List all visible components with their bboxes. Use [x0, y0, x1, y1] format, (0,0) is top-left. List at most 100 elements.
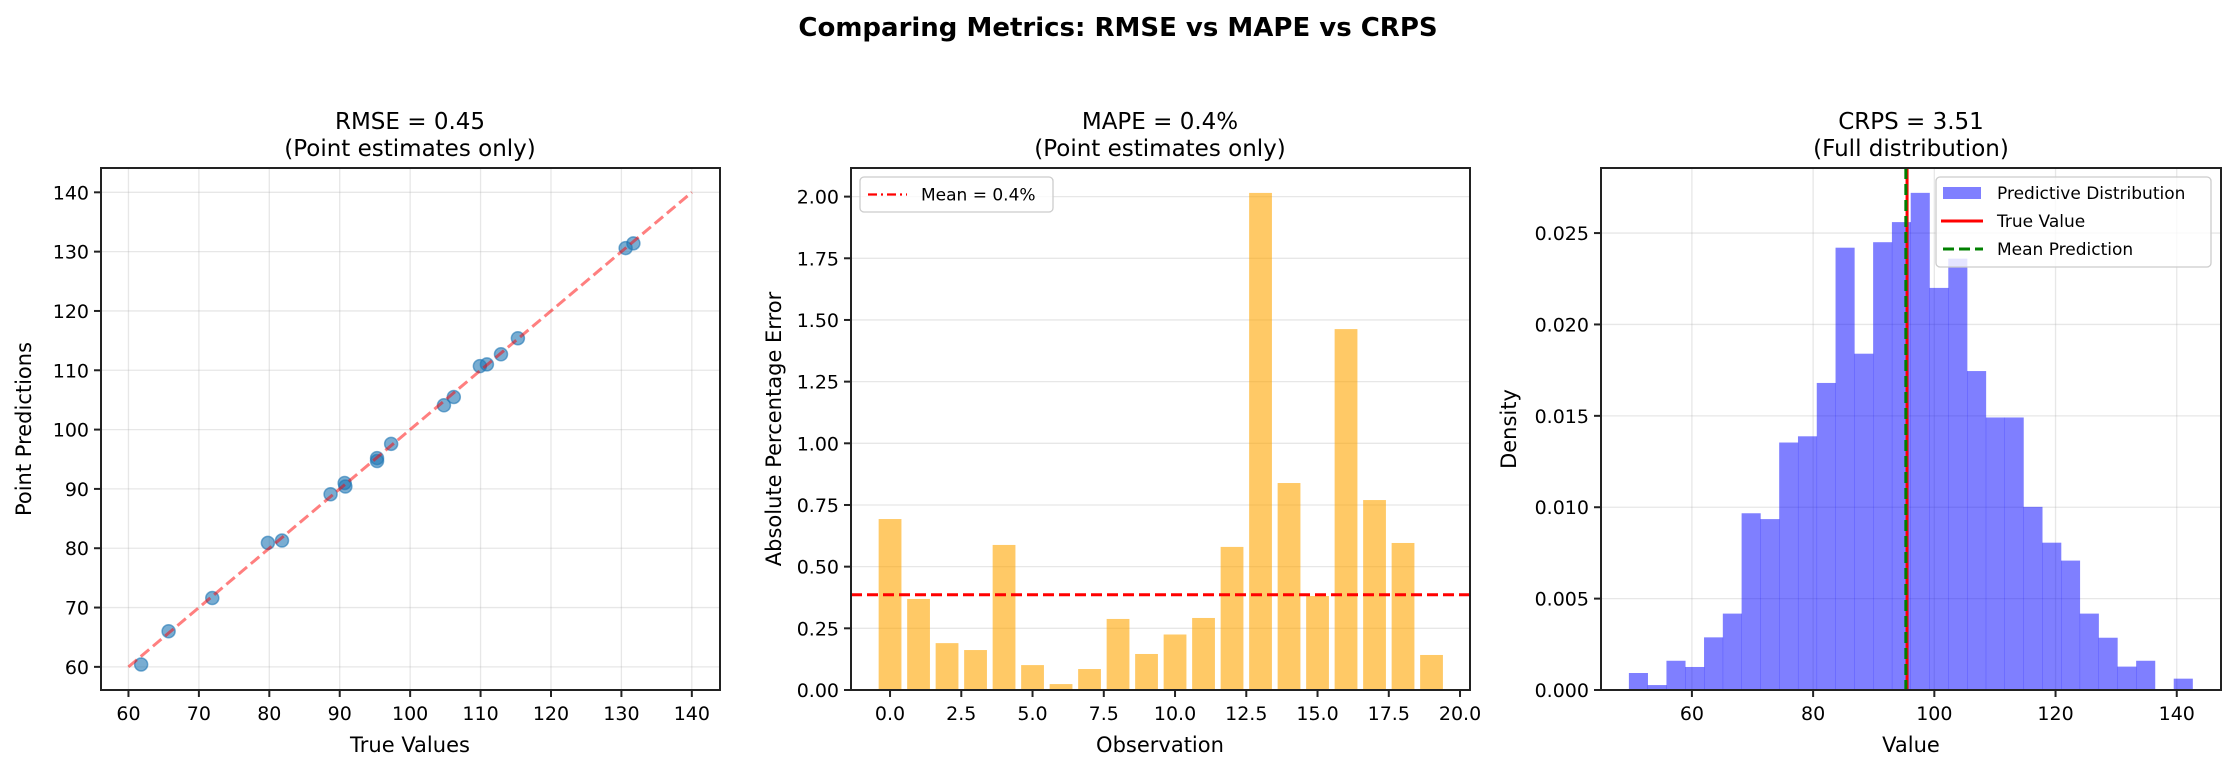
- mape-x-axis-label: Observation: [1096, 733, 1224, 757]
- rmse-y-tick-label: 130: [53, 242, 89, 264]
- crps-title-line1: CRPS = 3.51: [1838, 109, 1984, 135]
- error-bar: [1334, 329, 1358, 690]
- crps-legend-true-label: True Value: [1996, 212, 2085, 232]
- crps-y-tick-label: 0.000: [1535, 680, 1589, 702]
- histogram-bin: [2023, 506, 2043, 690]
- mape-x-tick-label: 5.0: [1017, 703, 1047, 725]
- crps-legend-box: [1935, 176, 2212, 268]
- crps-x-tick-label: 140: [2159, 703, 2195, 725]
- rmse-y-tick-label: 70: [65, 598, 89, 620]
- crps-marks: [1628, 168, 2193, 691]
- histogram-bin: [1797, 436, 1818, 690]
- crps-y-tick-label: 0.010: [1535, 497, 1589, 519]
- crps-x-tick-label: 80: [1801, 703, 1825, 725]
- histogram-bin: [1835, 247, 1855, 690]
- error-bar: [1277, 483, 1301, 690]
- mape-legend-box: [859, 176, 1054, 213]
- mape-x-tick-label: 2.5: [946, 703, 976, 725]
- mape-axes-frame: [850, 167, 1471, 691]
- error-bar: [1135, 653, 1158, 690]
- crps-y-tick-label: 0.005: [1535, 589, 1589, 611]
- histogram-bin: [1704, 637, 1724, 690]
- crps-y-axis-label: Density: [1497, 389, 1521, 469]
- mape-x-tick-label: 0.0: [875, 703, 905, 725]
- scatter-point: [338, 479, 353, 494]
- histogram-bin: [1760, 519, 1780, 690]
- histogram-bin: [1816, 382, 1836, 690]
- crps-y-tick-label: 0.015: [1535, 406, 1589, 428]
- mape-y-tick-label: 1.75: [797, 248, 839, 270]
- rmse-title-line1: RMSE = 0.45: [335, 109, 485, 135]
- crps-legend-distribution-label: Predictive Distribution: [1997, 184, 2185, 204]
- error-bar: [935, 643, 959, 690]
- mape-y-tick-label: 1.25: [797, 372, 839, 394]
- crps-title-line2: (Full distribution): [1813, 136, 2009, 162]
- error-bar: [1049, 684, 1073, 690]
- rmse-x-tick-label: 130: [603, 703, 639, 725]
- figure-suptitle: Comparing Metrics: RMSE vs MAPE vs CRPS: [798, 13, 1437, 43]
- rmse-x-tick-label: 120: [533, 703, 569, 725]
- error-bar: [878, 519, 902, 690]
- error-bar: [1363, 500, 1386, 690]
- crps-x-tick-label: 60: [1680, 703, 1704, 725]
- histogram-bin: [2004, 417, 2024, 690]
- error-bar: [1106, 618, 1130, 690]
- rmse-x-tick-label: 100: [392, 703, 428, 725]
- mape-y-tick-label: 1.50: [797, 310, 839, 332]
- mape-y-axis-label: Absolute Percentage Error: [762, 291, 786, 566]
- histogram-bin: [1722, 613, 1742, 690]
- mape-legend: Mean = 0.4%: [859, 176, 1054, 213]
- mape-x-tick-label: 17.5: [1368, 703, 1410, 725]
- histogram-bin: [1967, 371, 1987, 690]
- histogram-bin: [1741, 513, 1761, 690]
- rmse-scatter-panel: RMSE = 0.45 (Point estimates only) 60 70 8…: [12, 109, 721, 757]
- mape-y-tick-label: 0.50: [797, 557, 839, 579]
- crps-x-axis-label: Value: [1882, 733, 1940, 757]
- mape-x-tick-label: 7.5: [1089, 703, 1119, 725]
- mape-y-tick-label: 0.00: [797, 680, 839, 702]
- error-bar: [1220, 546, 1244, 690]
- mape-x-tick-label: 10.0: [1154, 703, 1196, 725]
- error-bar: [1420, 654, 1443, 690]
- scatter-point: [369, 453, 385, 469]
- error-bar: [1192, 617, 1215, 690]
- crps-legend-mean-label: Mean Prediction: [1997, 240, 2133, 260]
- rmse-y-tick-label: 120: [53, 301, 89, 323]
- crps-x-tick-label: 120: [2037, 703, 2073, 725]
- crps-histogram-panel: CRPS = 3.51 (Full distribution) 60 80 100 1…: [1497, 109, 2222, 757]
- rmse-y-tick-label: 90: [65, 479, 89, 501]
- rmse-ticks: 60 70 80 90 100 110 120 130 140 60 70 80 90 100 110 120…: [53, 182, 710, 725]
- error-bar: [1391, 542, 1415, 690]
- rmse-y-tick-label: 110: [53, 360, 89, 382]
- mape-y-tick-label: 1.00: [797, 433, 839, 455]
- histogram-bin: [1628, 673, 1648, 690]
- rmse-x-tick-label: 110: [462, 703, 498, 725]
- mape-x-tick-label: 12.5: [1225, 703, 1267, 725]
- error-bar: [1306, 596, 1329, 690]
- rmse-y-tick-label: 100: [53, 420, 89, 442]
- histogram-bin: [1948, 258, 1968, 690]
- crps-axes-frame: [1600, 167, 2222, 691]
- crps-legend-distribution-swatch: [1943, 187, 1981, 199]
- mape-x-tick-label: 20.0: [1439, 703, 1481, 725]
- error-bar: [1021, 665, 1044, 690]
- histogram-bin: [1929, 287, 1949, 690]
- mape-x-tick-label: 15.0: [1296, 703, 1338, 725]
- mape-title-line2: (Point estimates only): [1034, 136, 1286, 162]
- error-bar: [992, 544, 1016, 690]
- mape-ticks: 0.0 2.5 5.0 7.5 10.0 12.5 15.0 17.5 20.0 0.00 0.25…: [797, 187, 1481, 725]
- histogram-bin: [2117, 666, 2137, 690]
- histogram-bin: [2079, 613, 2099, 690]
- rmse-x-tick-label: 90: [328, 703, 352, 725]
- mape-marks: [851, 192, 1470, 690]
- rmse-title-line2: (Point estimates only): [284, 136, 536, 162]
- histogram-bin: [1985, 417, 2005, 690]
- error-bar: [1249, 192, 1272, 690]
- scatter-point: [274, 533, 290, 548]
- histogram-bin: [1647, 685, 1667, 690]
- histogram-bin: [1666, 660, 1686, 690]
- histogram-bin: [1873, 242, 1893, 691]
- mape-y-tick-label: 0.75: [797, 495, 839, 517]
- histogram-bin: [2061, 560, 2081, 690]
